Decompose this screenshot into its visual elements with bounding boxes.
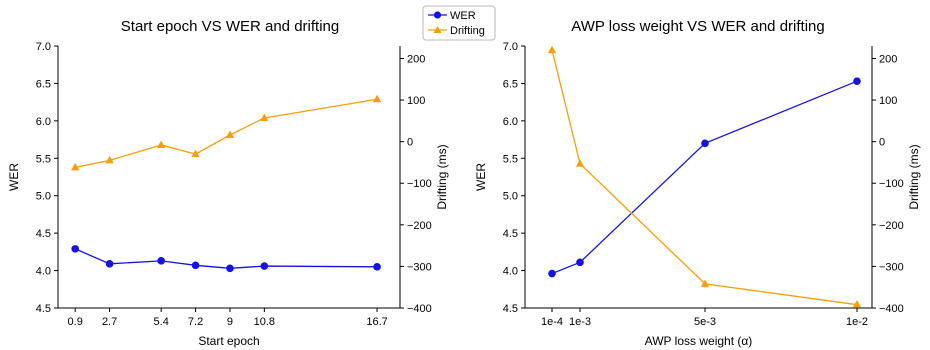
left-tick-label: 5.5 <box>503 153 518 165</box>
right-tick-label: 0 <box>879 137 885 149</box>
left-tick-label: 7.0 <box>36 41 51 53</box>
x-tick-label: 2.7 <box>102 316 117 328</box>
right-tick-label: −100 <box>879 178 904 190</box>
legend-drifting-label: Drifting <box>450 25 485 37</box>
right-tick-label: −400 <box>407 303 432 315</box>
left-axis-label: WER <box>474 163 488 191</box>
right-tick-label: −100 <box>407 178 432 190</box>
legend-wer-label: WER <box>450 10 476 22</box>
chart-title: Start epoch VS WER and drifting <box>121 18 339 35</box>
wer-point <box>157 257 165 265</box>
right-tick-label: −200 <box>407 220 432 232</box>
left-tick-label: 4.5 <box>503 303 518 315</box>
drifting-point <box>700 279 710 287</box>
wer-point <box>105 260 114 268</box>
wer-point <box>701 139 709 148</box>
wer-point <box>853 77 861 85</box>
wer-point <box>226 264 234 273</box>
x-tick-label: 1e-4 <box>541 316 563 328</box>
x-tick-label: 1e-2 <box>846 316 868 328</box>
x-tick-label: 16.7 <box>366 316 387 328</box>
left-tick-label: 4.0 <box>503 266 518 278</box>
right-tick-label: −400 <box>879 303 904 315</box>
drifting-point <box>372 94 382 103</box>
left-tick-label: 5.5 <box>36 153 51 165</box>
wer-point <box>260 262 269 270</box>
left-tick-label: 4.5 <box>36 303 51 315</box>
drifting-point <box>547 45 557 54</box>
drifting-series-line <box>551 50 858 306</box>
drifting-point <box>105 155 114 164</box>
right-tick-label: −300 <box>879 261 904 273</box>
wer-point <box>548 269 556 278</box>
wer-point <box>373 263 381 271</box>
right-tick-label: −300 <box>407 261 432 273</box>
left-tick-label: 4.0 <box>36 266 51 278</box>
left-tick-label: 5.0 <box>36 191 51 203</box>
right-tick-label: 100 <box>407 95 425 107</box>
right-tick-label: 200 <box>879 53 897 65</box>
wer-series-line <box>74 248 378 269</box>
wer-point <box>71 245 79 253</box>
drifting-point <box>852 300 862 308</box>
left-tick-label: 6.0 <box>503 116 518 128</box>
drifting-point <box>156 140 166 148</box>
drifting-point <box>70 162 80 171</box>
x-tick-label: 5.4 <box>154 316 169 328</box>
legend-drifting-marker <box>433 26 442 33</box>
left-tick-label: 5.0 <box>503 191 518 203</box>
legend: WER Drifting <box>422 5 496 41</box>
x-tick-label: 1e-3 <box>569 316 591 328</box>
x-tick-label: 10.8 <box>254 316 275 328</box>
left-tick-label: 4.5 <box>36 228 51 240</box>
right-tick-label: 100 <box>879 95 897 107</box>
x-axis-label: Start epoch <box>198 334 259 348</box>
wer-point <box>576 258 584 267</box>
drifting-point <box>225 130 235 138</box>
right-tick-label: −200 <box>879 220 904 232</box>
right-tick-label: 200 <box>407 53 425 65</box>
x-tick-label: 5e-3 <box>694 316 716 328</box>
wer-point <box>191 261 200 270</box>
legend-wer-marker <box>433 11 442 19</box>
right-tick-label: 0 <box>407 137 413 149</box>
left-tick-label: 6.5 <box>503 78 518 90</box>
left-tick-label: 6.5 <box>36 78 51 90</box>
chart-title: AWP loss weight VS WER and drifting <box>571 18 824 35</box>
left-tick-label: 6.0 <box>36 116 51 128</box>
drifting-point <box>260 113 269 121</box>
chart-start-epoch: Start epoch VS WER and drifting 4.5 4.0 4.5… <box>7 18 449 348</box>
left-tick-label: 4.5 <box>503 228 518 240</box>
left-tick-label: 7.0 <box>503 41 518 53</box>
x-axis-label: AWP loss weight (α) <box>645 334 753 348</box>
chart-awp-loss-weight: AWP loss weight VS WER and drifting 4.5 4.… <box>474 18 921 348</box>
drifting-point <box>575 159 585 167</box>
right-axis-label: Drifting (ms) <box>435 144 449 209</box>
right-axis-label: Drifting (ms) <box>907 144 921 209</box>
wer-series-line <box>551 80 858 275</box>
x-tick-label: 9 <box>227 316 233 328</box>
drifting-series-line <box>75 98 378 169</box>
x-tick-label: 7.2 <box>188 316 203 328</box>
drifting-point <box>191 149 200 158</box>
left-axis-label: WER <box>7 163 21 191</box>
x-tick-label: 0.9 <box>68 316 83 328</box>
